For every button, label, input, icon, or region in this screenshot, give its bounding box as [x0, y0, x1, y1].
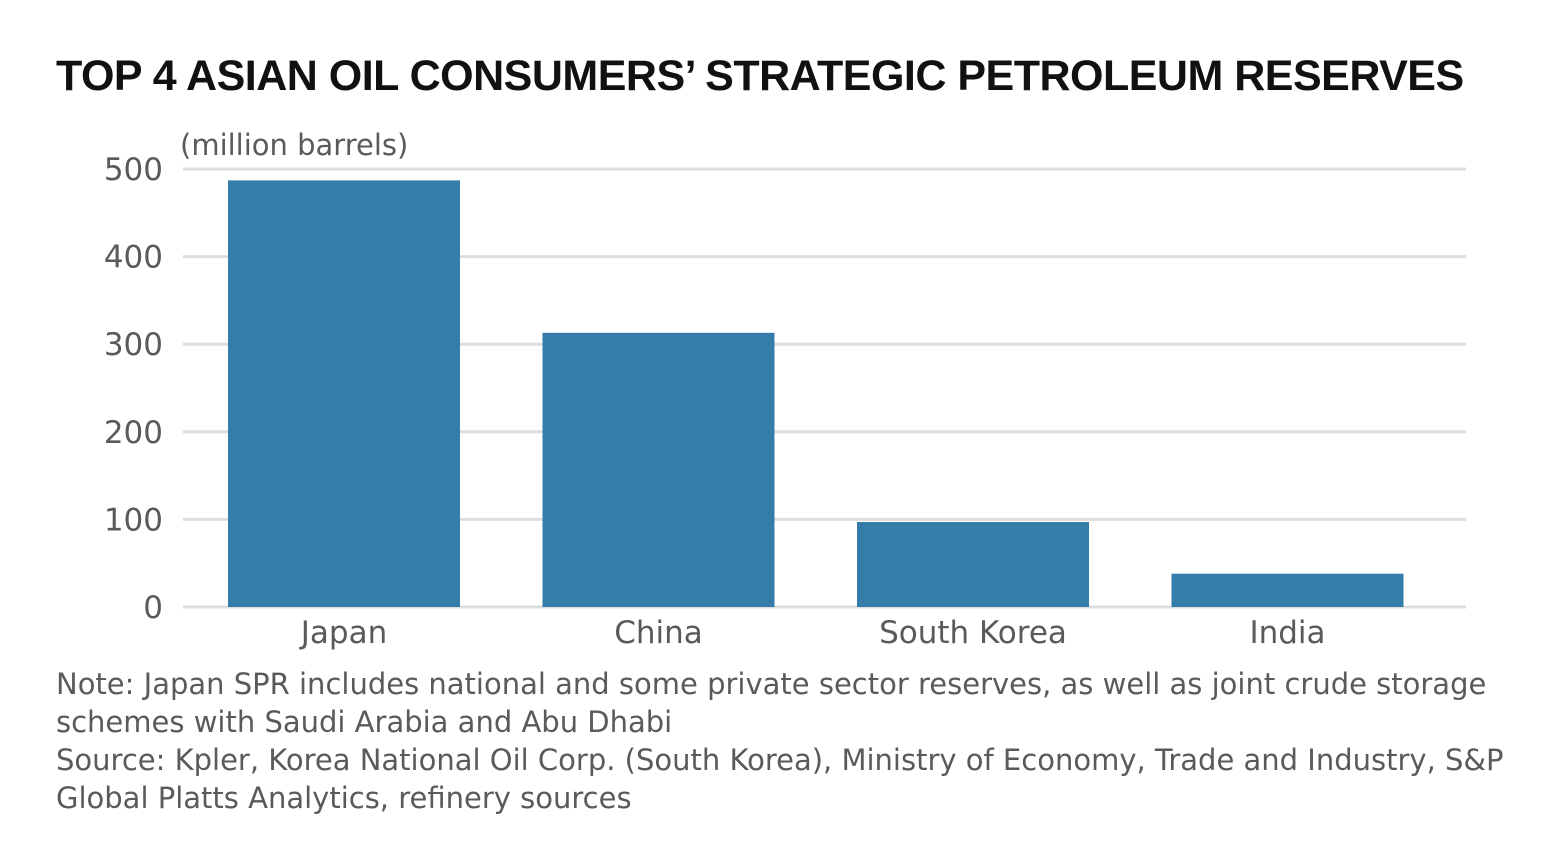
- y-axis-unit-label: (million barrels): [180, 128, 409, 162]
- x-tick-label: India: [1249, 615, 1325, 651]
- y-tick-label: 0: [143, 590, 163, 626]
- chart-note: Note: Japan SPR includes national and so…: [56, 667, 1487, 739]
- y-axis-ticks: 0 100 200 300 400 500: [104, 152, 163, 626]
- chart-source: Source: Kpler, Korea National Oil Corp. …: [56, 743, 1504, 815]
- chart-footer: Note: Japan SPR includes national and so…: [56, 665, 1536, 817]
- bar-china: [542, 332, 775, 607]
- y-tick-label: 300: [104, 327, 163, 363]
- bar-south-korea: [857, 522, 1089, 607]
- bar-japan: [228, 180, 460, 607]
- x-tick-label: China: [614, 615, 703, 651]
- bar-india: [1171, 573, 1404, 607]
- chart-title: TOP 4 ASIAN OIL CONSUMERS’ STRATEGIC PET…: [56, 52, 1464, 100]
- y-tick-label: 400: [104, 240, 163, 276]
- y-tick-label: 100: [104, 502, 163, 538]
- y-tick-label: 500: [104, 152, 163, 188]
- y-tick-label: 200: [104, 415, 163, 451]
- bars: [228, 180, 1404, 607]
- x-tick-label: South Korea: [879, 615, 1067, 651]
- x-tick-label: Japan: [299, 615, 387, 651]
- x-axis-ticks: Japan China South Korea India: [299, 615, 1326, 651]
